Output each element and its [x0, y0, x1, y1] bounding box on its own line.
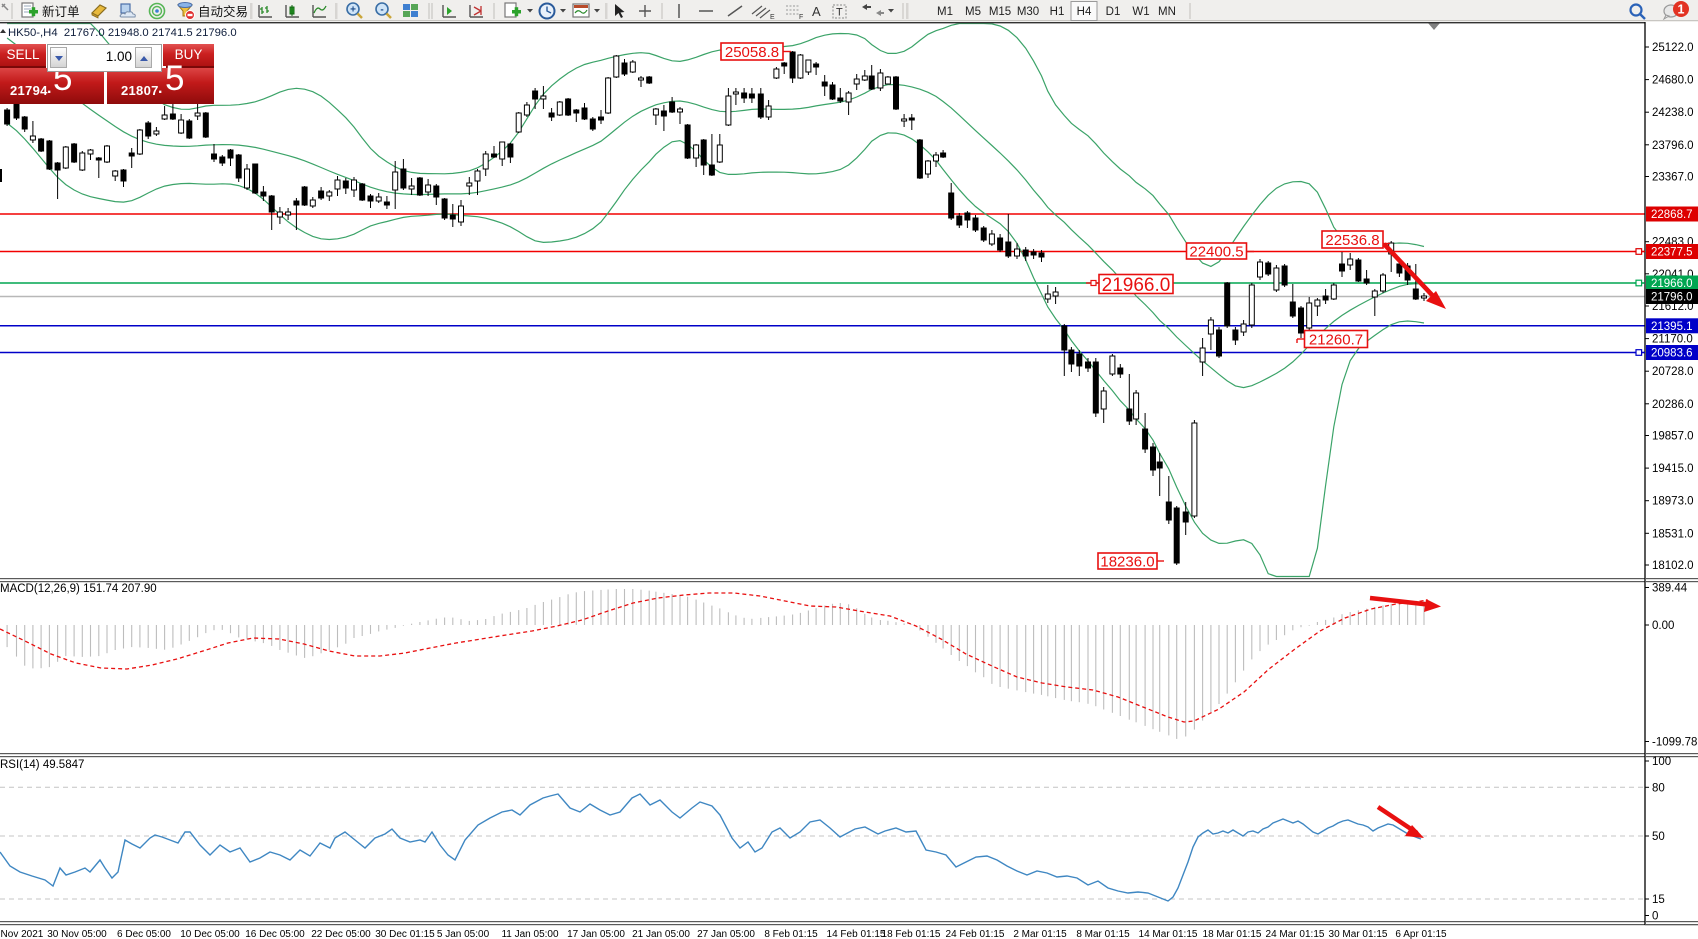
svg-text:22400.5: 22400.5 [1189, 243, 1243, 260]
svg-text:24680.0: 24680.0 [1652, 75, 1694, 87]
svg-text:21796.0: 21796.0 [1651, 292, 1693, 304]
svg-text:F: F [799, 14, 803, 21]
svg-text:21 Jan 05:00: 21 Jan 05:00 [632, 929, 690, 939]
svg-text:5 Jan 05:00: 5 Jan 05:00 [437, 929, 490, 939]
svg-text:18973.0: 18973.0 [1652, 496, 1694, 508]
svg-text:10 Dec 05:00: 10 Dec 05:00 [180, 929, 240, 939]
svg-text:389.44: 389.44 [1652, 583, 1688, 595]
svg-text:19415.0: 19415.0 [1652, 463, 1694, 475]
svg-text:2 Mar 01:15: 2 Mar 01:15 [1013, 929, 1067, 939]
svg-text:0.00: 0.00 [1652, 620, 1674, 632]
svg-text:18 Feb 01:15: 18 Feb 01:15 [882, 929, 941, 939]
svg-text:21260.7: 21260.7 [1309, 331, 1363, 348]
svg-text:8 Mar 01:15: 8 Mar 01:15 [1076, 929, 1130, 939]
svg-text:6 Dec 05:00: 6 Dec 05:00 [117, 929, 171, 939]
svg-text:18531.0: 18531.0 [1652, 528, 1694, 540]
svg-text:14 Mar 01:15: 14 Mar 01:15 [1139, 929, 1198, 939]
svg-text:50: 50 [1652, 831, 1665, 843]
svg-text:11 Jan 05:00: 11 Jan 05:00 [501, 929, 559, 939]
svg-text:30 Nov 05:00: 30 Nov 05:00 [47, 929, 107, 939]
svg-text:30 Dec 01:15: 30 Dec 01:15 [375, 929, 435, 939]
svg-text:18236.0: 18236.0 [1100, 553, 1154, 570]
svg-text:22868.7: 22868.7 [1651, 209, 1693, 221]
svg-text:H1: H1 [1050, 6, 1065, 18]
svg-text:30 Mar 01:15: 30 Mar 01:15 [1329, 929, 1388, 939]
svg-text:25 Nov 2021: 25 Nov 2021 [0, 929, 44, 939]
svg-text:23367.0: 23367.0 [1652, 172, 1694, 184]
svg-text:22536.8: 22536.8 [1325, 232, 1379, 249]
svg-text:21395.1: 21395.1 [1651, 321, 1693, 333]
svg-text:21966.0: 21966.0 [1102, 275, 1171, 296]
svg-text:MN: MN [1158, 6, 1176, 18]
svg-text:A: A [812, 4, 821, 19]
svg-text:MACD(12,26,9) 151.74 207.90: MACD(12,26,9) 151.74 207.90 [0, 583, 157, 595]
svg-text:20286.0: 20286.0 [1652, 399, 1694, 411]
svg-text:20983.6: 20983.6 [1651, 348, 1693, 360]
svg-text:21966.0: 21966.0 [1651, 278, 1693, 290]
svg-text:24238.0: 24238.0 [1652, 107, 1694, 119]
svg-text:27 Jan 05:00: 27 Jan 05:00 [697, 929, 755, 939]
svg-text:T: T [836, 7, 843, 19]
svg-text:20728.0: 20728.0 [1652, 366, 1694, 378]
svg-text:HK50-,H4 21767.0 21948.0 2174: HK50-,H4 21767.0 21948.0 21741.5 21796.0 [8, 27, 237, 39]
svg-text:6 Apr 01:15: 6 Apr 01:15 [1395, 929, 1447, 939]
svg-text:W1: W1 [1132, 6, 1149, 18]
svg-text:1: 1 [1678, 3, 1685, 17]
svg-text:0: 0 [1652, 911, 1658, 923]
svg-text:25058.8: 25058.8 [725, 44, 779, 61]
svg-text:8 Feb 01:15: 8 Feb 01:15 [764, 929, 818, 939]
svg-text:14 Feb 01:15: 14 Feb 01:15 [827, 929, 886, 939]
svg-text:D1: D1 [1106, 6, 1121, 18]
svg-text:-: - [380, 5, 383, 16]
svg-text:E: E [770, 14, 775, 21]
svg-text:H4: H4 [1077, 6, 1092, 18]
svg-text:80: 80 [1652, 782, 1665, 794]
svg-text:RSI(14) 49.5847: RSI(14) 49.5847 [0, 759, 84, 771]
svg-text:18 Mar 01:15: 18 Mar 01:15 [1203, 929, 1262, 939]
svg-text:自动交易: 自动交易 [198, 4, 248, 19]
svg-text:M5: M5 [965, 6, 981, 18]
svg-text:M15: M15 [989, 6, 1011, 18]
svg-text:16 Dec 05:00: 16 Dec 05:00 [245, 929, 305, 939]
svg-text:15: 15 [1652, 894, 1665, 906]
svg-text:24 Mar 01:15: 24 Mar 01:15 [1266, 929, 1325, 939]
svg-text:23796.0: 23796.0 [1652, 140, 1694, 152]
svg-text:18102.0: 18102.0 [1652, 560, 1694, 572]
svg-text:17 Jan 05:00: 17 Jan 05:00 [567, 929, 625, 939]
svg-text:25122.0: 25122.0 [1652, 42, 1694, 54]
svg-text:19857.0: 19857.0 [1652, 431, 1694, 443]
svg-text:M30: M30 [1017, 6, 1039, 18]
svg-text:24 Feb 01:15: 24 Feb 01:15 [946, 929, 1005, 939]
svg-text:+: + [350, 5, 356, 16]
svg-text:22 Dec 05:00: 22 Dec 05:00 [311, 929, 371, 939]
svg-text:M1: M1 [937, 6, 953, 18]
svg-text:21170.0: 21170.0 [1652, 334, 1693, 346]
svg-text:新订单: 新订单 [42, 4, 80, 19]
svg-text:100: 100 [1652, 756, 1671, 768]
svg-text:22377.5: 22377.5 [1651, 247, 1693, 259]
svg-text:-1099.78: -1099.78 [1652, 737, 1697, 749]
